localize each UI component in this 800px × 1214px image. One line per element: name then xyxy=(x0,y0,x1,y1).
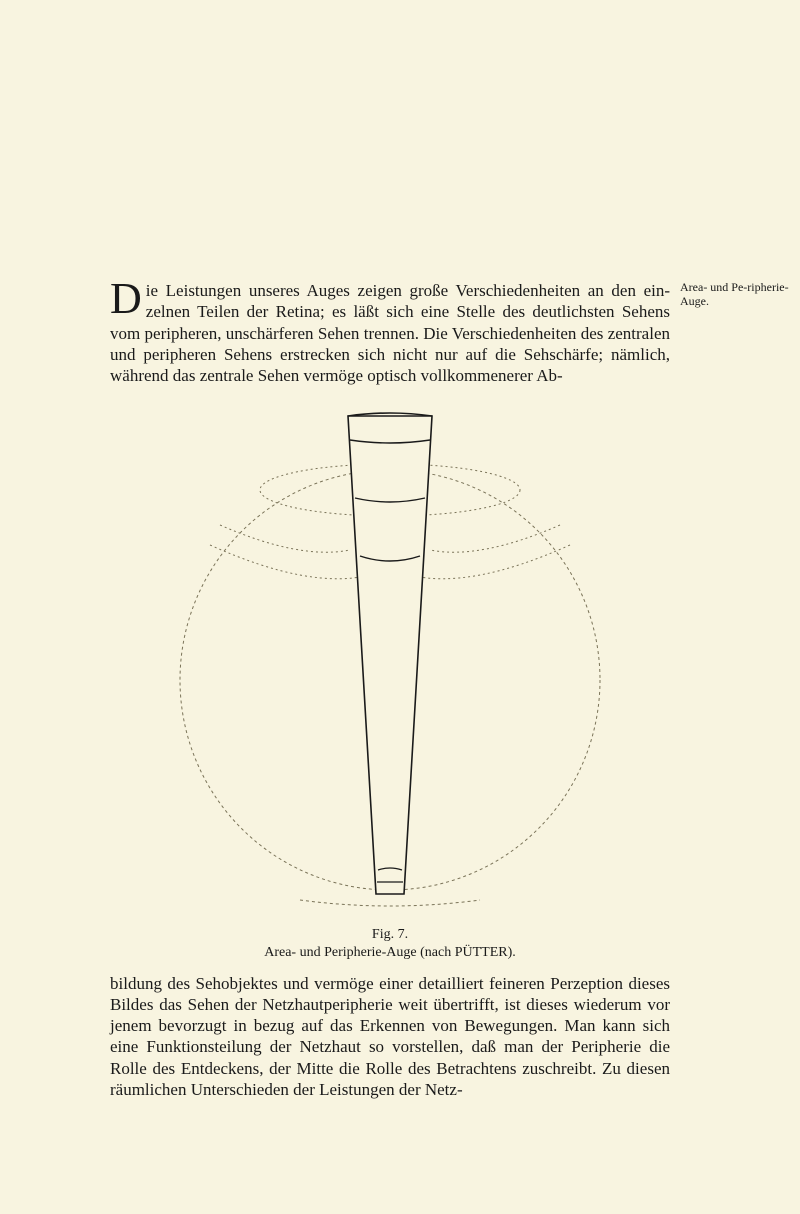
eye-diagram xyxy=(140,400,640,920)
paragraph-1: Area- und Pe-ripherie-Auge. D ie Leistun… xyxy=(110,280,670,386)
figure-number: Fig. 7. xyxy=(110,926,670,944)
paragraph-2: bildung des Sehobjektes und vermöge eine… xyxy=(110,973,670,1101)
figure-caption: Fig. 7. Area- und Peripherie-Auge (nach … xyxy=(110,926,670,962)
dropcap: D xyxy=(110,280,146,316)
page: Area- und Pe-ripherie-Auge. D ie Leistun… xyxy=(0,0,800,1214)
margin-note: Area- und Pe-ripherie-Auge. xyxy=(680,280,795,309)
figure-caption-text: Area- und Peripherie-Auge (nach PÜTTER). xyxy=(264,945,516,960)
figure-7: Fig. 7. Area- und Peripherie-Auge (nach … xyxy=(110,400,670,962)
paragraph-1-text: ie Leistungen unseres Auges zeigen große… xyxy=(110,281,670,385)
